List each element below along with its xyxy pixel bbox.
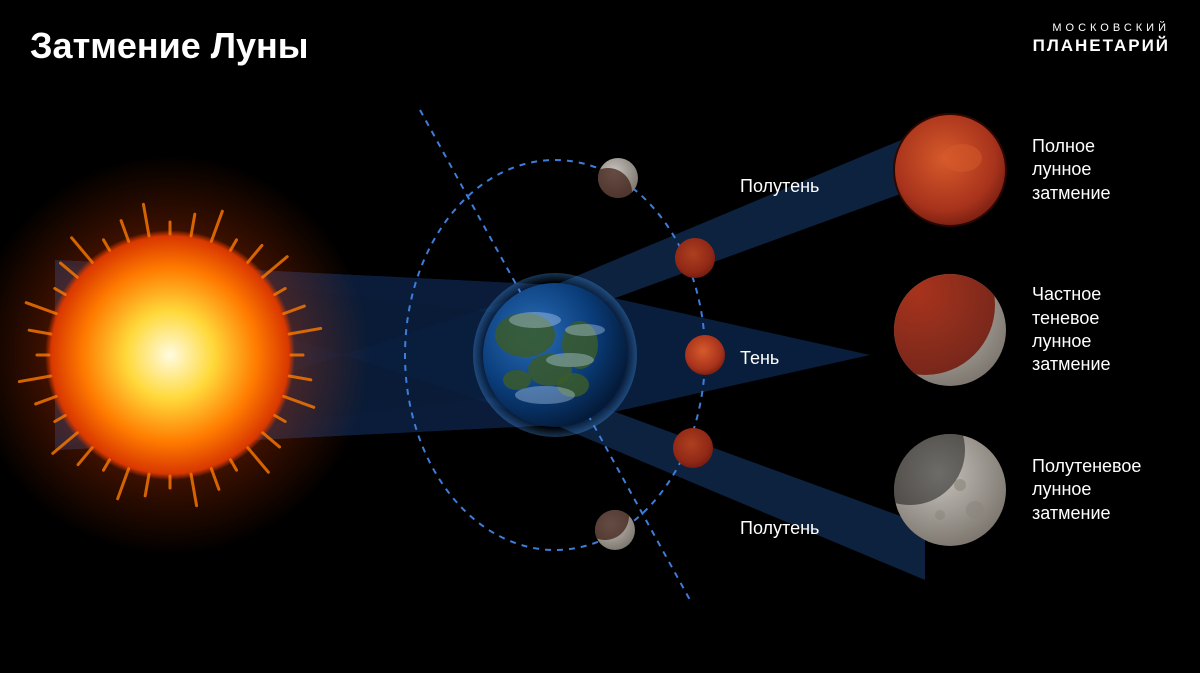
orbit-moon bbox=[675, 238, 715, 278]
eclipse-types-column: Полноелунноезатмение Частноетеневоелунно… bbox=[890, 110, 1170, 590]
moon-penumbral-icon bbox=[890, 430, 1010, 550]
orbit-moon bbox=[685, 335, 725, 375]
moon-partial-icon bbox=[890, 270, 1010, 390]
shadow-region-label: Полутень bbox=[740, 518, 819, 539]
moon-total-icon bbox=[890, 110, 1010, 230]
eclipse-type-partial: Частноетеневоелунноезатмение bbox=[890, 270, 1170, 390]
shadow-region-label: Тень bbox=[740, 348, 779, 369]
eclipse-type-penumbral: Полутеневоелунноезатмение bbox=[890, 430, 1170, 550]
orbit-moon bbox=[673, 428, 713, 468]
orbit-moon bbox=[581, 492, 635, 550]
shadow-region-label: Полутень bbox=[740, 176, 819, 197]
earth bbox=[473, 273, 637, 437]
eclipse-label-partial: Частноетеневоелунноезатмение bbox=[1032, 283, 1111, 377]
eclipse-label-total: Полноелунноезатмение bbox=[1032, 135, 1111, 205]
eclipse-type-total: Полноелунноезатмение bbox=[890, 110, 1170, 230]
eclipse-label-penumbral: Полутеневоелунноезатмение bbox=[1032, 455, 1141, 525]
sun bbox=[0, 155, 370, 555]
